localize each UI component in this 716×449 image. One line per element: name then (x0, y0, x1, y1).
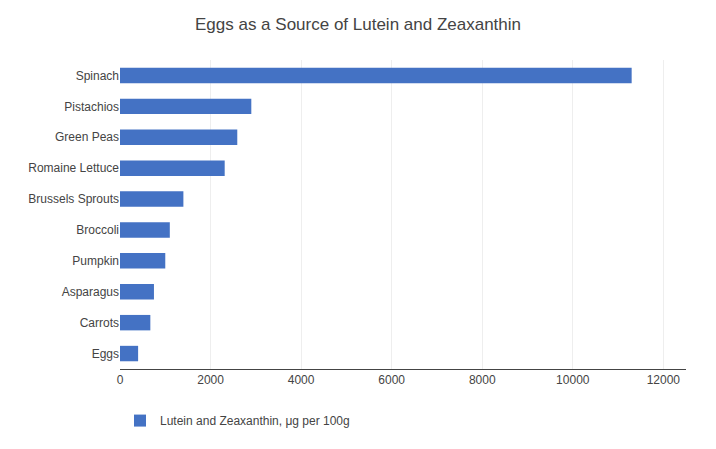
svg-text:8000: 8000 (469, 373, 496, 387)
svg-text:Asparagus: Asparagus (62, 285, 119, 299)
svg-text:Lutein and Zeaxanthin, μg per: Lutein and Zeaxanthin, μg per 100g (160, 414, 350, 428)
svg-text:Eggs: Eggs (92, 347, 119, 361)
svg-text:Brussels Sprouts: Brussels Sprouts (28, 192, 119, 206)
svg-text:Green Peas: Green Peas (55, 130, 119, 144)
svg-text:6000: 6000 (378, 373, 405, 387)
svg-text:Eggs as a Source of Lutein and: Eggs as a Source of Lutein and Zeaxanthi… (195, 15, 521, 34)
svg-text:10000: 10000 (556, 373, 590, 387)
svg-text:2000: 2000 (197, 373, 224, 387)
svg-text:Pistachios: Pistachios (64, 100, 119, 114)
svg-text:4000: 4000 (288, 373, 315, 387)
svg-text:Spinach: Spinach (76, 69, 119, 83)
svg-text:Broccoli: Broccoli (76, 223, 119, 237)
svg-text:Carrots: Carrots (80, 316, 119, 330)
svg-text:Pumpkin: Pumpkin (72, 254, 119, 268)
svg-text:12000: 12000 (647, 373, 681, 387)
svg-text:0: 0 (117, 373, 124, 387)
svg-text:Romaine Lettuce: Romaine Lettuce (28, 161, 119, 175)
